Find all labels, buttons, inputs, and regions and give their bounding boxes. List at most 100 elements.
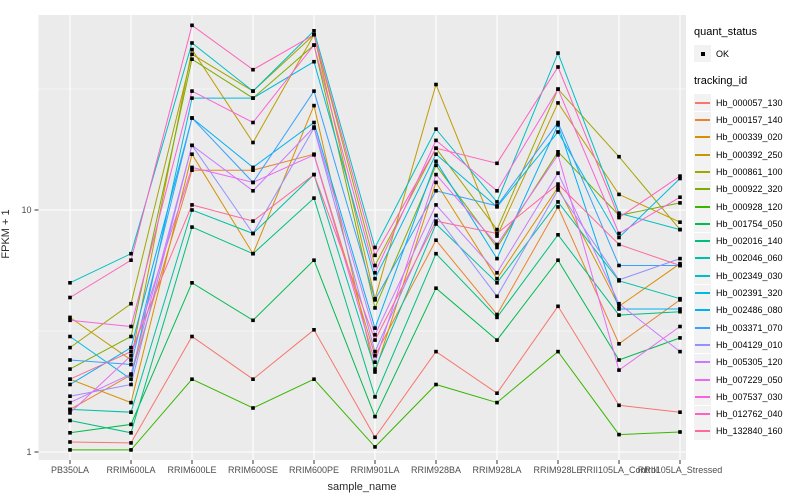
data-point [251,120,255,125]
data-point [617,192,621,197]
data-point [129,349,133,354]
data-point [190,47,194,52]
data-point [190,281,194,285]
legend-item-label: Hb_001754_050 [716,218,783,229]
series-color-key [694,146,711,164]
data-point [190,168,194,172]
data-point [68,448,72,452]
data-point [129,324,133,329]
series-color-key [694,180,711,198]
data-point [556,153,560,157]
data-point [373,360,377,364]
data-point [617,342,621,346]
legend-item-Hb_004129_010: Hb_004129_010 [694,336,800,354]
data-point [373,349,377,354]
data-point [68,440,72,444]
data-point [434,251,438,256]
series-color-key [694,94,711,112]
series-color-key [694,353,711,371]
data-point [129,422,133,427]
data-point [678,256,682,261]
data-point [373,370,377,374]
series-color-key [694,371,711,389]
data-point [434,180,438,185]
data-point [68,400,72,405]
legend: quant_status OK tracking_id Hb_000057_13… [694,26,800,440]
data-point [312,328,316,332]
data-point [251,67,255,72]
data-point [190,203,194,207]
data-point [495,200,499,204]
data-point [373,353,377,358]
data-point [556,130,560,134]
data-point [312,32,316,37]
legend-item-label: Hb_000922_320 [716,184,783,195]
data-point [678,307,682,311]
legend-title-quant-status: quant_status [694,26,757,38]
data-point [190,96,194,100]
data-point [129,410,133,414]
series-color-key [694,215,711,233]
data-point [434,152,438,156]
data-point [617,154,621,159]
legend-item-label: Hb_004129_010 [716,339,783,350]
data-point [129,362,133,367]
series-line-icon [695,257,710,260]
data-point [678,296,682,301]
data-point [373,338,377,342]
data-point [373,298,377,302]
data-point [556,200,560,204]
legend-item-Hb_002391_320: Hb_002391_320 [694,284,800,302]
data-point [434,163,438,168]
legend-item-Hb_000157_140: Hb_000157_140 [694,111,800,129]
data-point [617,358,621,362]
data-point [373,276,377,281]
data-point [556,205,560,209]
data-point [495,312,499,317]
data-point [373,367,377,371]
y-tick-label: 10 [21,205,31,215]
data-point [129,334,133,339]
data-point [68,318,72,323]
x-tick-label: RRIM600SE [228,465,278,475]
data-point [556,123,560,127]
data-point [495,256,499,261]
data-point [68,382,72,387]
data-point [312,153,316,157]
x-tick-label: RRIM928LE [533,465,582,475]
data-point [373,435,377,440]
data-point [678,349,682,354]
data-point [68,345,72,350]
data-point [678,174,682,178]
series-color-key [694,111,711,129]
data-point [434,82,438,87]
legend-item-Hb_002016_140: Hb_002016_140 [694,232,800,250]
x-tick-label: RRIM901LA [350,465,399,475]
data-point [495,234,499,238]
legend-item-Hb_007537_030: Hb_007537_030 [694,388,800,406]
data-point [617,403,621,408]
data-point [68,367,72,371]
data-point [68,315,72,320]
data-point [251,231,255,236]
data-point [312,43,316,47]
data-point [617,235,621,240]
legend-item-Hb_002046_060: Hb_002046_060 [694,249,800,267]
series-line-icon [695,430,710,433]
data-point [190,165,194,170]
legend-item-label: Hb_002486_080 [716,305,783,316]
data-point [617,278,621,282]
data-point [434,146,438,150]
x-tick-label: RRIM600PE [289,465,339,475]
data-point [556,233,560,237]
data-point [617,213,621,218]
data-point [312,258,316,262]
data-point [617,432,621,437]
data-point [434,238,438,242]
data-point [556,258,560,262]
data-point [312,120,316,125]
data-point [678,336,682,340]
series-line-icon [695,395,710,398]
legend-item-label: Hb_000157_140 [716,115,783,126]
